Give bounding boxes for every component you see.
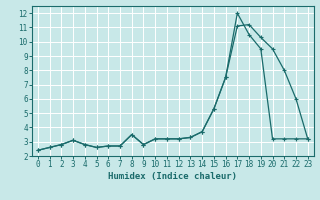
X-axis label: Humidex (Indice chaleur): Humidex (Indice chaleur) — [108, 172, 237, 181]
